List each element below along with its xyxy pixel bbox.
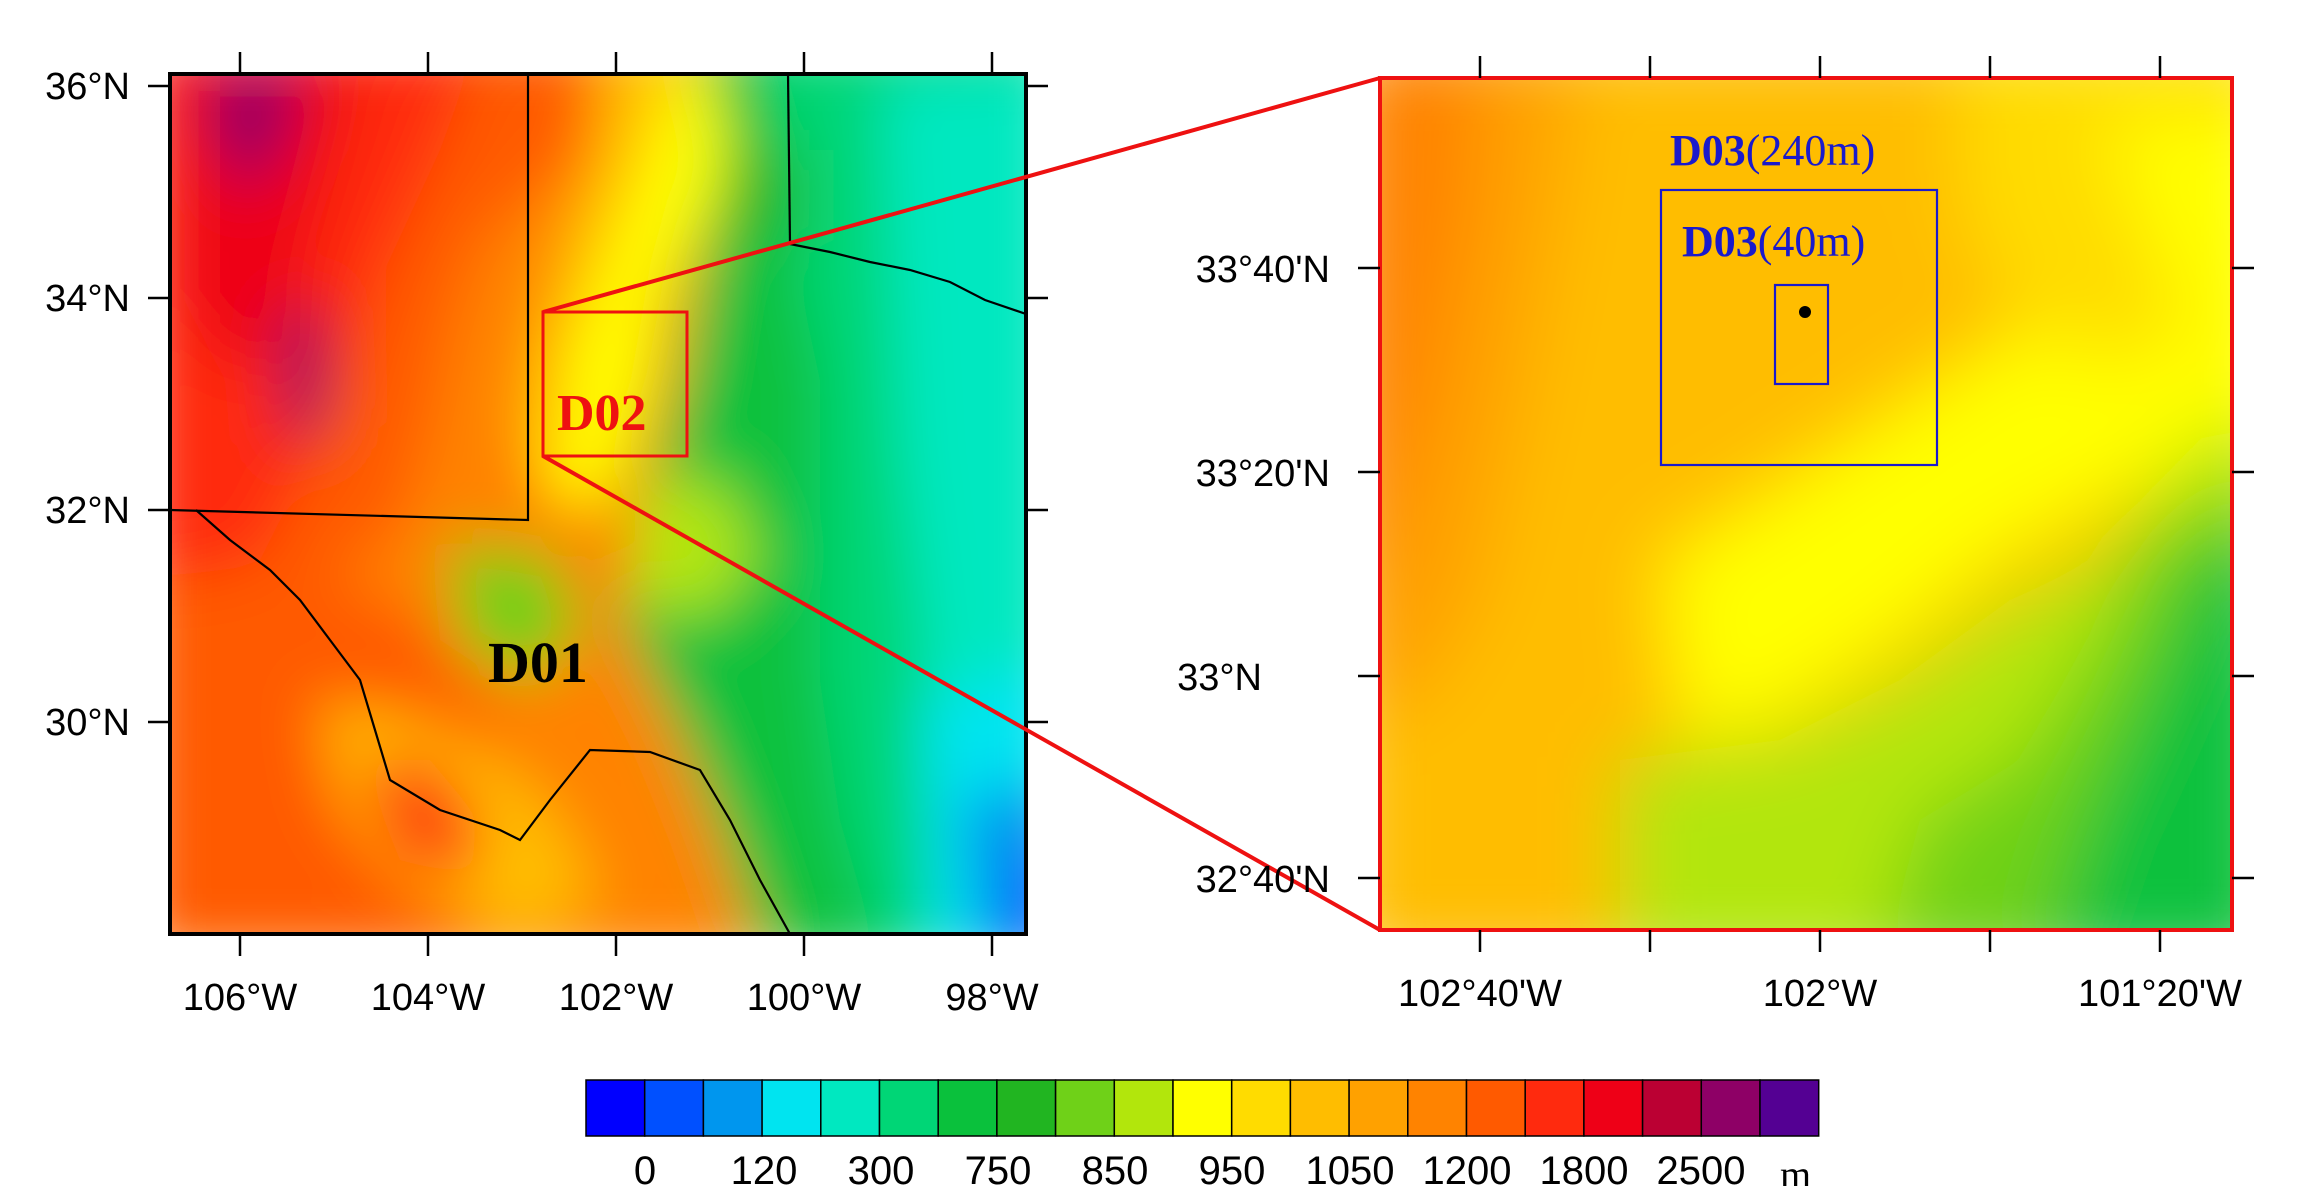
elevation-colorbar xyxy=(585,1079,1820,1137)
d01-label: D01 xyxy=(488,630,588,695)
colorbar-swatch xyxy=(1759,1079,1820,1137)
right-lat-label: 33°20'N xyxy=(1196,453,1330,495)
left-lat-label: 34°N xyxy=(45,278,130,320)
d02-domain-box xyxy=(541,310,689,458)
colorbar-swatch xyxy=(1172,1079,1233,1137)
colorbar-label: 850 xyxy=(1082,1149,1149,1186)
d03-240m-label: D03(240m) xyxy=(1670,126,1875,175)
d02-label: D02 xyxy=(557,385,647,442)
right-lat-label: 33°40'N xyxy=(1196,249,1330,291)
colorbar-label: 120 xyxy=(731,1149,798,1186)
right-lon-label: 102°40'W xyxy=(1398,973,1562,1015)
colorbar-swatch xyxy=(585,1079,646,1137)
colorbar-label: 1050 xyxy=(1306,1149,1395,1186)
colorbar-swatch xyxy=(702,1079,763,1137)
left-lon-label: 102°W xyxy=(559,977,674,1019)
colorbar-swatch xyxy=(996,1079,1057,1137)
colorbar-swatch xyxy=(878,1079,939,1137)
colorbar-swatch xyxy=(1583,1079,1644,1137)
colorbar-swatch xyxy=(1113,1079,1174,1137)
left-terrain-map: D02 D01 36°N 34°N 32°N 30°N 106°W 104°W … xyxy=(45,52,1048,1019)
right-ticks xyxy=(1358,56,2254,952)
state-borders xyxy=(169,73,1027,935)
colorbar-unit: m xyxy=(1780,1152,1811,1186)
colorbar-swatch xyxy=(1289,1079,1350,1137)
colorbar-swatch xyxy=(761,1079,822,1137)
left-lon-label: 106°W xyxy=(183,977,298,1019)
left-lat-label: 32°N xyxy=(45,490,130,532)
right-lon-label: 101°20'W xyxy=(2078,973,2242,1015)
d03-40m-domain-box xyxy=(1773,283,1830,386)
colorbar-label: 0 xyxy=(634,1149,656,1186)
colorbar-swatch xyxy=(820,1079,881,1137)
right-lon-label: 102°W xyxy=(1763,973,1878,1015)
d03-40m-label: D03(40m) xyxy=(1682,217,1865,266)
colorbar-swatch xyxy=(1524,1079,1585,1137)
colorbar-swatch xyxy=(643,1079,705,1137)
colorbar-swatch xyxy=(1230,1079,1292,1137)
colorbar-label: 2500 xyxy=(1657,1149,1746,1186)
right-lat-label: 33°N xyxy=(1177,657,1262,699)
colorbar-labels: 0 120 300 750 850 950 1050 1200 1800 2500 xyxy=(634,1149,1746,1186)
colorbar-swatch xyxy=(1700,1079,1761,1137)
colorbar-swatch xyxy=(1348,1079,1409,1137)
left-lon-label: 104°W xyxy=(371,977,486,1019)
left-lat-label: 30°N xyxy=(45,702,130,744)
colorbar-swatch xyxy=(1407,1079,1468,1137)
right-map-frame xyxy=(1378,76,2234,932)
left-map-frame xyxy=(168,72,1028,936)
colorbar-label: 950 xyxy=(1199,1149,1266,1186)
left-ticks xyxy=(148,52,1048,956)
colorbar-swatch xyxy=(1054,1079,1116,1137)
colorbar-label: 1200 xyxy=(1423,1149,1512,1186)
d03-240m-domain-box xyxy=(1659,188,1939,467)
colorbar-swatch xyxy=(1465,1079,1526,1137)
left-lon-label: 98°W xyxy=(945,977,1038,1019)
right-terrain-map: D03(240m) D03(40m) 33°40'N 33°20'N 33°N … xyxy=(1177,56,2254,1015)
colorbar-label: 750 xyxy=(965,1149,1032,1186)
colorbar-label: 300 xyxy=(848,1149,915,1186)
colorbar-label: 1800 xyxy=(1540,1149,1629,1186)
site-marker xyxy=(1799,306,1811,318)
zoom-connector-lines xyxy=(542,76,1381,932)
left-lon-label: 100°W xyxy=(747,977,862,1019)
colorbar-swatch xyxy=(1641,1079,1703,1137)
colorbar-swatch xyxy=(937,1079,998,1137)
right-lat-label: 32°40'N xyxy=(1196,859,1330,901)
left-lat-label: 36°N xyxy=(45,66,130,108)
